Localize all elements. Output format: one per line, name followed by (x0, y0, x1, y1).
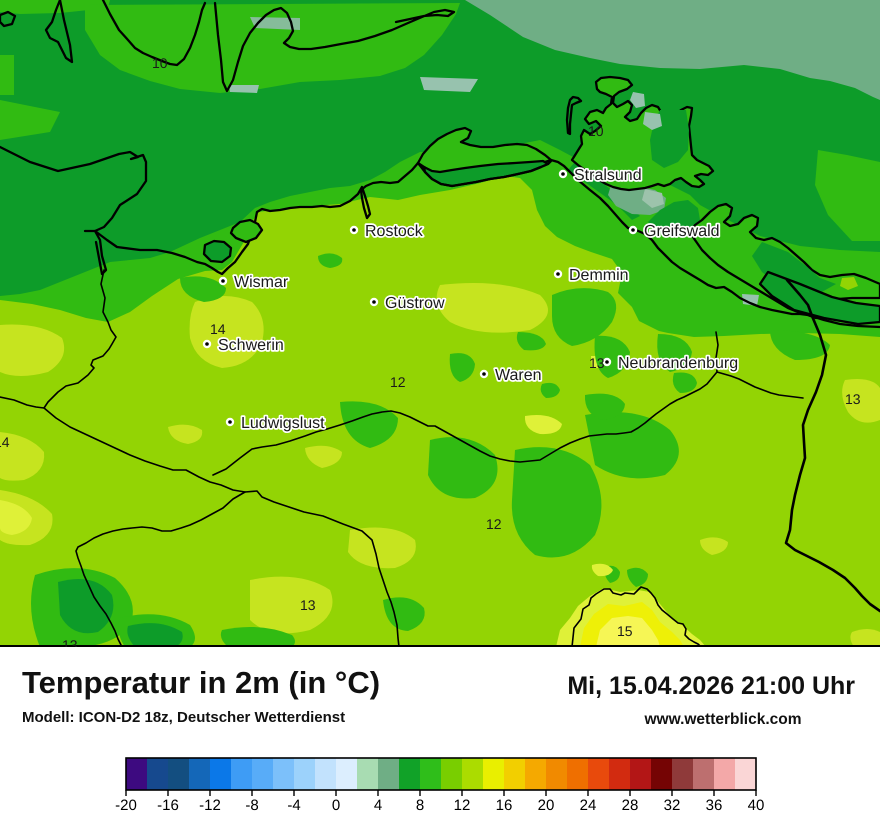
svg-text:-8: -8 (245, 797, 258, 814)
svg-text:Waren: Waren (495, 367, 542, 384)
svg-text:-20: -20 (115, 797, 137, 814)
svg-text:12: 12 (390, 374, 406, 390)
svg-text:24: 24 (580, 797, 597, 814)
svg-text:12: 12 (454, 797, 471, 814)
svg-text:Stralsund: Stralsund (574, 167, 642, 184)
svg-text:13: 13 (62, 637, 78, 647)
svg-text:4: 4 (374, 797, 382, 814)
svg-text:40: 40 (748, 797, 765, 814)
svg-text:-4: -4 (287, 797, 300, 814)
svg-text:13: 13 (589, 355, 605, 371)
svg-text:13: 13 (845, 391, 861, 407)
svg-text:Wismar: Wismar (234, 274, 289, 291)
svg-text:8: 8 (416, 797, 424, 814)
svg-text:28: 28 (622, 797, 639, 814)
svg-text:12: 12 (486, 516, 502, 532)
svg-text:10: 10 (588, 123, 604, 139)
svg-text:36: 36 (706, 797, 723, 814)
svg-text:-12: -12 (199, 797, 221, 814)
svg-text:Rostock: Rostock (365, 223, 424, 240)
svg-text:13: 13 (300, 597, 316, 613)
svg-text:32: 32 (664, 797, 681, 814)
svg-text:14: 14 (210, 321, 226, 337)
svg-text:20: 20 (538, 797, 555, 814)
svg-text:10: 10 (152, 55, 168, 71)
svg-text:Demmin: Demmin (569, 267, 629, 284)
svg-text:Güstrow: Güstrow (385, 295, 445, 312)
svg-text:Schwerin: Schwerin (218, 337, 284, 354)
svg-text:16: 16 (496, 797, 513, 814)
svg-text:Neubrandenburg: Neubrandenburg (618, 355, 738, 372)
svg-text:-16: -16 (157, 797, 179, 814)
svg-text:15: 15 (617, 623, 633, 639)
svg-text:Ludwigslust: Ludwigslust (241, 415, 325, 432)
svg-text:0: 0 (332, 797, 340, 814)
svg-text:Greifswald: Greifswald (644, 223, 720, 240)
svg-text:14: 14 (0, 434, 10, 450)
